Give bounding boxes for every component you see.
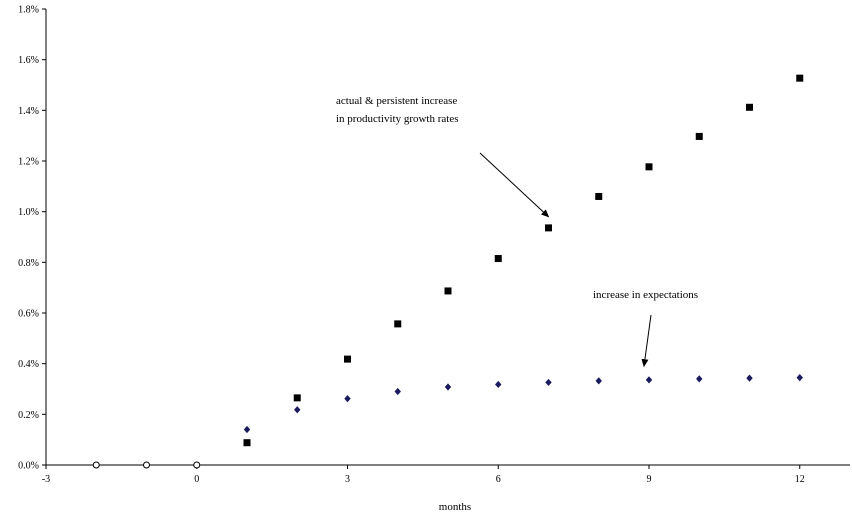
annotations: actual & persistent increase in productiv…	[336, 95, 698, 368]
data-point-square	[746, 103, 753, 111]
y-tick-label: 0.8%	[18, 258, 39, 269]
annotation-arrow	[479, 152, 550, 218]
data-point-square	[545, 224, 552, 232]
y-tick-label: 0.4%	[18, 359, 39, 370]
y-tick-label: 0.2%	[18, 410, 39, 421]
data-series	[92, 74, 804, 469]
data-point-diamond	[645, 376, 653, 384]
x-tick-label: 12	[795, 474, 805, 485]
data-point-square	[243, 439, 251, 447]
y-tick-label: 1.0%	[18, 207, 39, 218]
data-point-circle	[92, 461, 100, 469]
data-point-diamond	[344, 395, 351, 403]
data-point-square	[344, 355, 351, 363]
data-point-diamond	[444, 383, 452, 391]
data-point-square	[444, 287, 452, 295]
y-tick-label: 0.6%	[18, 309, 39, 320]
x-tick-label: 0	[194, 474, 199, 485]
data-point-diamond	[696, 375, 703, 383]
y-tick-label: 1.8%	[18, 5, 39, 16]
x-tick-label: 9	[647, 474, 652, 485]
annotation-arrow	[641, 314, 652, 368]
y-tick-label: 1.6%	[18, 55, 39, 66]
x-tick-label: -3	[42, 474, 50, 485]
y-tick-label: 1.2%	[18, 157, 39, 168]
data-point-diamond	[394, 387, 401, 396]
data-point-square	[645, 163, 653, 171]
data-point-diamond	[294, 406, 301, 414]
y-tick-label: 1.4%	[18, 106, 39, 117]
x-axis-ticks: -3 0 3 6 9 12	[42, 465, 805, 485]
data-point-circle	[143, 461, 150, 469]
y-tick-label: 0.0%	[18, 461, 39, 472]
data-point-square	[293, 394, 301, 402]
data-point-diamond	[495, 380, 502, 389]
annotation-text: in productivity growth rates	[336, 113, 459, 125]
y-axis-ticks: 0.0% 0.2% 0.4% 0.6% 0.8% 1.0% 1.2% 1.4% 1.6% 1.8%	[18, 5, 46, 472]
x-tick-label: 6	[496, 474, 501, 485]
annotation-text: actual & persistent increase	[336, 95, 457, 107]
data-point-circle	[193, 461, 201, 469]
data-point-diamond	[545, 378, 552, 387]
data-point-diamond	[796, 374, 803, 382]
data-point-diamond	[243, 425, 251, 434]
axes	[45, 9, 850, 466]
series-square	[243, 74, 804, 447]
data-point-diamond	[746, 374, 753, 382]
data-point-square	[796, 74, 804, 82]
data-point-square	[394, 320, 402, 328]
x-tick-label: 3	[345, 474, 350, 485]
data-point-square	[494, 255, 502, 263]
series-circle-open	[92, 461, 201, 469]
annotation-text: increase in expectations	[593, 289, 698, 301]
x-axis-label: months	[439, 501, 471, 513]
data-point-diamond	[595, 377, 602, 385]
series-diamond	[243, 374, 803, 434]
data-point-square	[695, 132, 703, 140]
data-point-square	[595, 192, 603, 200]
